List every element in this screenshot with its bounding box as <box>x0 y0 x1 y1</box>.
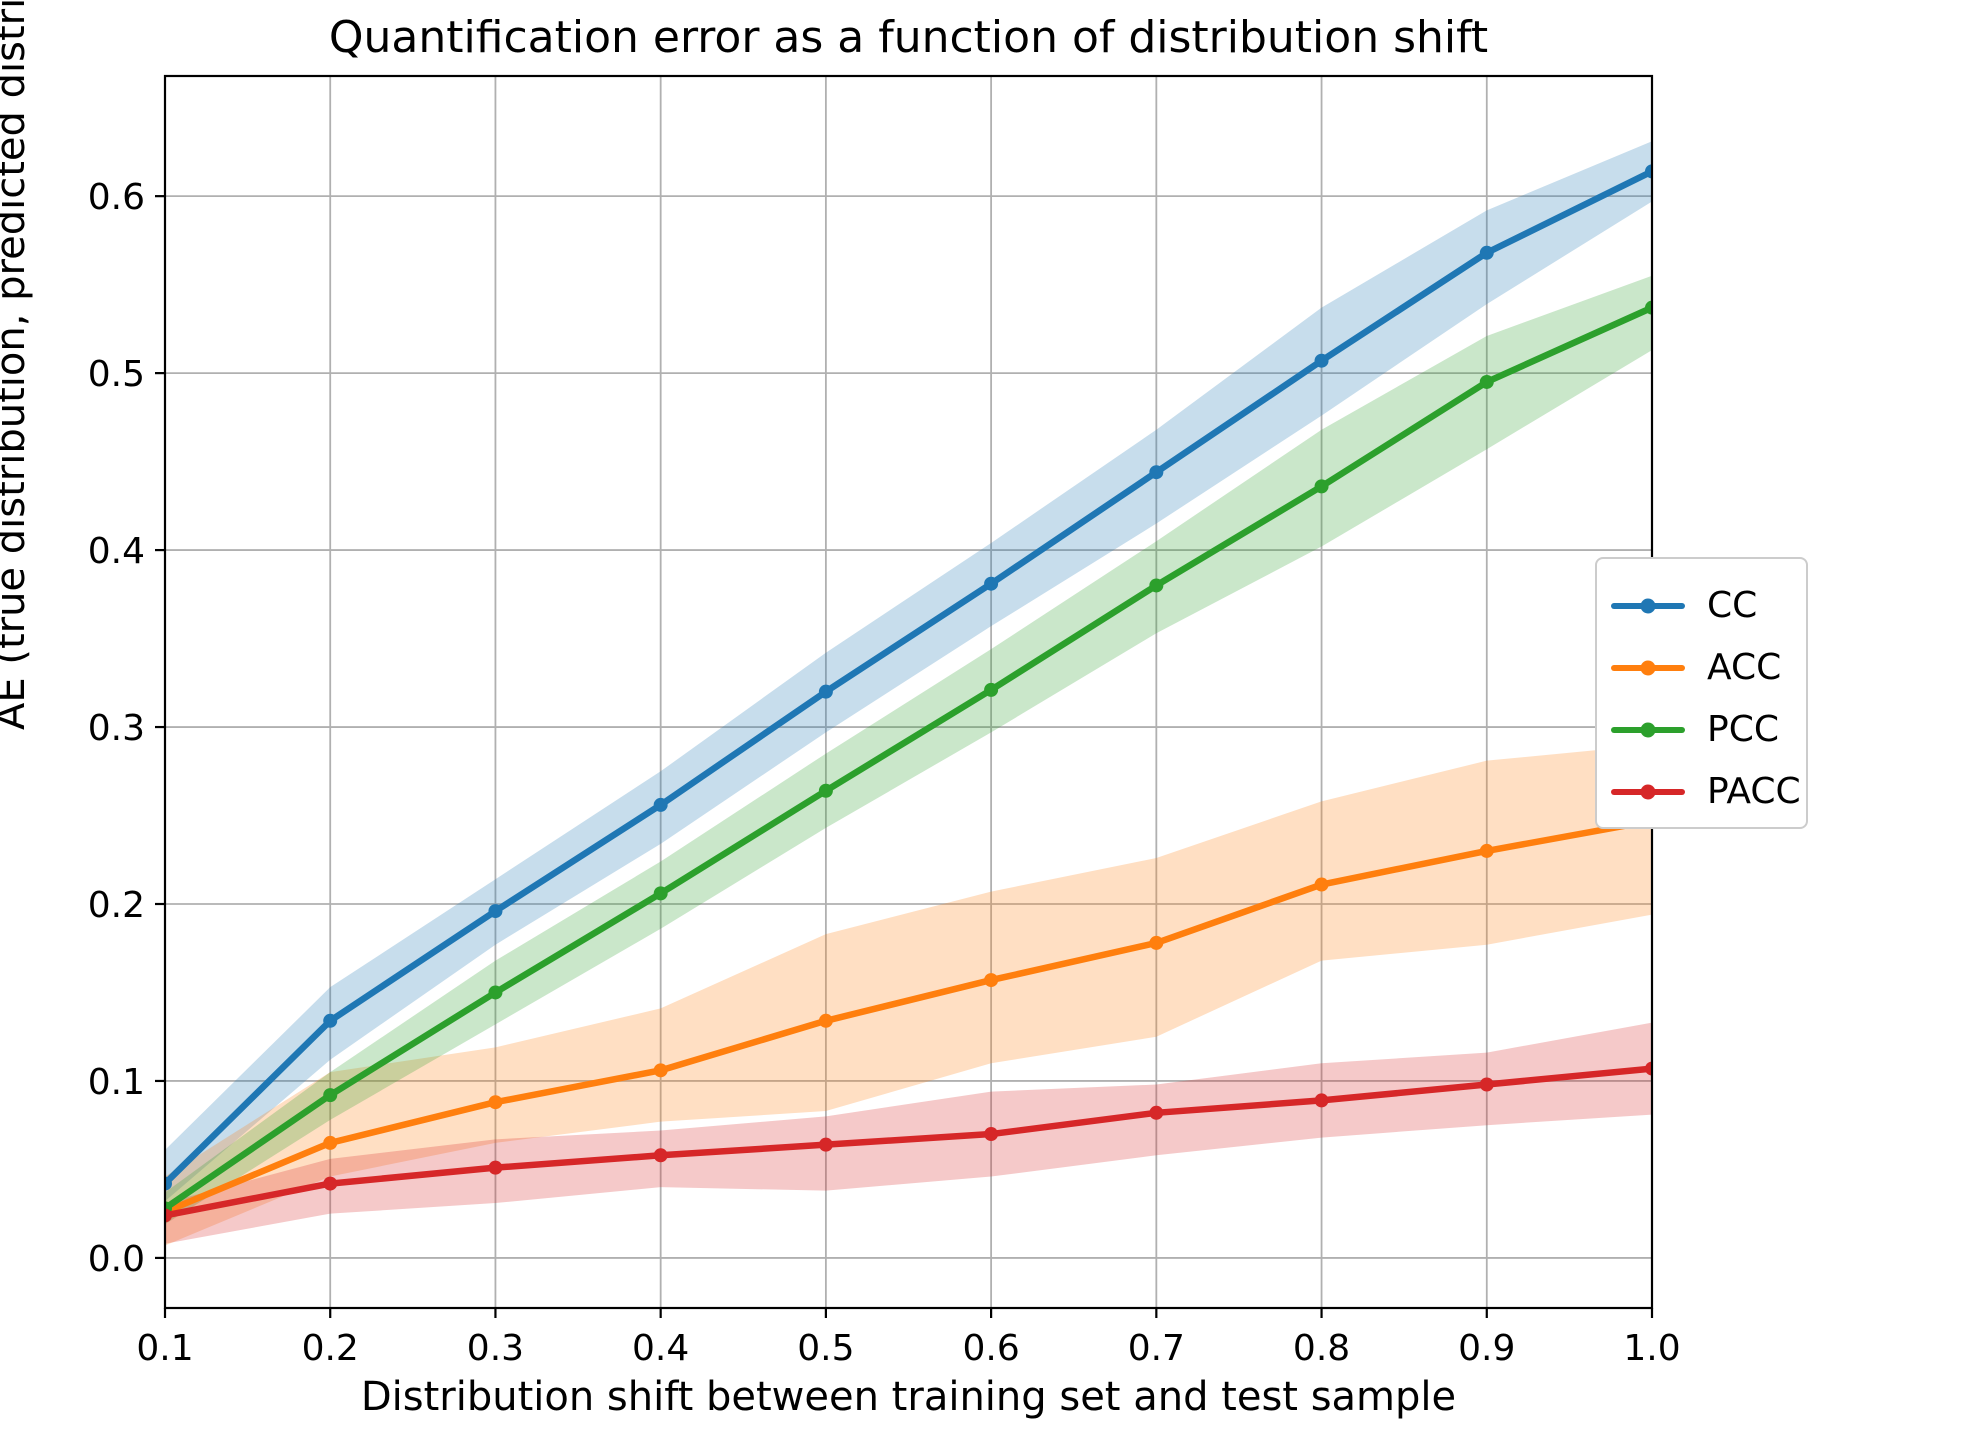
marker-dot-icon <box>1640 722 1656 738</box>
marker-pcc <box>488 985 503 1000</box>
y-tick-label: 0.1 <box>88 1062 145 1103</box>
tick-labels: 0.1 0.2 0.3 0.4 0.5 0.6 0.7 0.8 0.9 1.0 0.0 0.1 0.2 0… <box>88 177 1681 1369</box>
confidence-band-acc <box>165 744 1652 1246</box>
legend-line-sample-pcc <box>1611 722 1685 738</box>
marker-pacc <box>653 1148 668 1163</box>
line-pcc <box>165 304 1652 1212</box>
line-cc <box>165 168 1652 1187</box>
marker-dot-icon <box>1640 784 1656 800</box>
legend-item-cc: CC <box>1611 575 1806 637</box>
marker-pacc <box>1149 1105 1164 1120</box>
marker-pacc <box>818 1137 833 1152</box>
marker-pacc <box>984 1127 999 1142</box>
marker-acc <box>818 1013 833 1028</box>
marker-acc <box>653 1063 668 1078</box>
marker-dot-icon <box>1640 660 1656 676</box>
marker-pcc <box>1645 300 1652 315</box>
marker-pcc <box>1479 374 1494 389</box>
legend-label-cc: CC <box>1707 585 1758 626</box>
marker-cc <box>818 684 833 699</box>
marker-cc <box>984 576 999 591</box>
marker-pcc <box>653 886 668 901</box>
marker-cc <box>1479 245 1494 260</box>
x-tick-label: 0.6 <box>962 1328 1019 1369</box>
marker-acc <box>323 1135 338 1150</box>
marker-cc <box>165 1176 172 1191</box>
y-tick-label: 0.0 <box>88 1239 145 1280</box>
marker-pacc <box>1479 1077 1494 1092</box>
legend-label-pcc: PCC <box>1707 709 1779 750</box>
x-axis-label: Distribution shift between training set … <box>360 1374 1457 1420</box>
marker-acc <box>1149 935 1164 950</box>
line-acc <box>165 817 1652 1216</box>
y-tick-label: 0.6 <box>88 177 145 218</box>
marker-cc <box>653 797 668 812</box>
x-tick-label: 0.7 <box>1128 1328 1185 1369</box>
legend-line-sample-cc <box>1611 598 1685 614</box>
y-tick-label: 0.2 <box>88 885 145 926</box>
x-tick-label: 0.2 <box>302 1328 359 1369</box>
marker-cc <box>488 904 503 919</box>
marker-pacc <box>488 1160 503 1175</box>
marker-pcc <box>1314 479 1329 494</box>
marker-pacc <box>1314 1093 1329 1108</box>
chart-title: Quantification error as a function of di… <box>328 12 1489 63</box>
marker-pacc <box>323 1176 338 1191</box>
marker-pacc <box>1645 1061 1652 1076</box>
legend: CC ACC PCC PACC <box>1595 557 1808 829</box>
legend-label-pacc: PACC <box>1707 771 1801 812</box>
x-tick-label: 0.5 <box>797 1328 854 1369</box>
y-axis-label: AE (true distribution, predicted distrib… <box>0 0 34 730</box>
y-tick-label: 0.3 <box>88 708 145 749</box>
marker-cc <box>1149 465 1164 480</box>
confidence-band-pacc <box>165 1022 1652 1244</box>
marker-pcc <box>984 682 999 697</box>
x-tick-label: 0.4 <box>632 1328 689 1369</box>
marker-pcc <box>323 1088 338 1103</box>
legend-item-pcc: PCC <box>1611 699 1806 761</box>
marker-acc <box>1479 843 1494 858</box>
marker-pcc <box>818 783 833 798</box>
marker-pacc <box>165 1208 172 1223</box>
y-tick-label: 0.5 <box>88 354 145 395</box>
marker-acc <box>488 1095 503 1110</box>
x-tick-label: 0.9 <box>1458 1328 1515 1369</box>
marker-cc <box>1645 164 1652 179</box>
marker-dot-icon <box>1640 598 1656 614</box>
line-pacc <box>165 1065 1652 1219</box>
confidence-band-cc <box>165 141 1652 1202</box>
x-tick-label: 0.1 <box>136 1328 193 1369</box>
y-tick-label: 0.4 <box>88 531 145 572</box>
legend-item-acc: ACC <box>1611 637 1806 699</box>
legend-line-sample-pacc <box>1611 784 1685 800</box>
x-tick-label: 1.0 <box>1623 1328 1680 1369</box>
x-tick-label: 0.8 <box>1293 1328 1350 1369</box>
marker-cc <box>323 1013 338 1028</box>
legend-item-pacc: PACC <box>1611 761 1806 823</box>
marker-acc <box>984 973 999 988</box>
tick-marks <box>155 195 1654 1318</box>
marker-acc <box>1314 877 1329 892</box>
x-tick-label: 0.3 <box>467 1328 524 1369</box>
legend-label-acc: ACC <box>1707 647 1782 688</box>
marker-cc <box>1314 353 1329 368</box>
marker-pcc <box>1149 578 1164 593</box>
series-group <box>165 141 1652 1246</box>
legend-line-sample-acc <box>1611 660 1685 676</box>
